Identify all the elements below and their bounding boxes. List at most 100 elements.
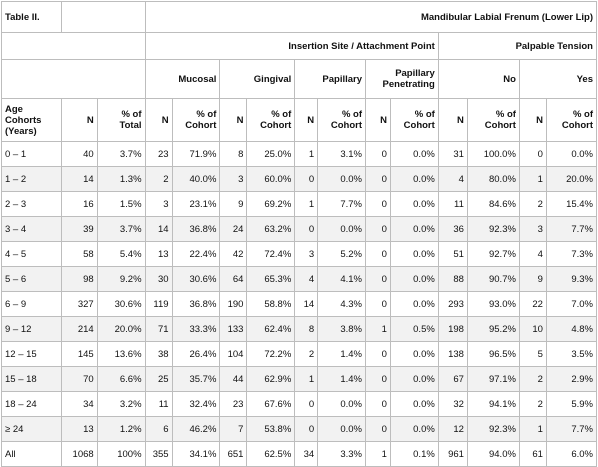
cell-yes-n: 1 [518,416,547,442]
cell-yes-p: 7.0% [545,291,598,317]
cell-yes-n: 1 [518,166,547,192]
cell-age-cohort: 18 – 24 [0,391,63,417]
cell-yes-p: 9.3% [545,266,598,292]
header-row-1: Table II. Mandibular Labial Frenum (Lowe… [0,1,598,33]
cell-gin-p: 25.0% [246,141,296,167]
table-row: 6 – 9 327 30.6% 119 36.8% 190 58.8% 14 4.3% 0 0.0%… [0,291,598,317]
cell-pap-n: 4 [294,266,319,292]
header-row-2: Insertion Site / Attachment Point Palpab… [1,32,598,60]
cell-no-n: 36 [437,216,468,242]
cell-no-n: 51 [437,241,468,267]
cell-gin-n: 3 [219,166,248,192]
cell-muc-n: 13 [144,241,173,267]
cell-no-n: 12 [437,416,468,442]
cell-yes-n: 3 [518,216,547,242]
cell-gin-n: 133 [219,316,248,342]
cell-age-cohort: 6 – 9 [0,291,63,317]
cell-pp-p: 0.0% [389,341,439,367]
category-no: No [437,59,520,99]
table-row: 4 – 5 58 5.4% 13 22.4% 42 72.4% 3 5.2% 0 0.0% 51 92.… [0,241,598,267]
cell-no-p: 84.6% [466,191,520,217]
cell-muc-n: 25 [144,366,173,392]
cell-pp-p: 0.0% [389,141,439,167]
cell-pp-n: 0 [365,416,391,442]
cell-n: 13 [61,416,98,442]
cell-n: 70 [61,366,98,392]
cell-age-cohort: 0 – 1 [0,141,63,167]
table-row: 15 – 18 70 6.6% 25 35.7% 44 62.9% 1 1.4% 0 0.0% 67 9… [0,366,598,392]
cell-muc-n: 11 [144,391,173,417]
cell-yes-p: 15.4% [545,191,598,217]
cell-age-cohort: 12 – 15 [0,341,63,367]
cell-yes-p: 3.5% [545,341,598,367]
cell-no-p: 92.7% [466,241,520,267]
cell-yes-n: 9 [518,266,547,292]
table-title: Table II. [0,1,63,33]
col-header-age: Age Cohorts (Years) [0,98,63,142]
cell-age-cohort: 9 – 12 [0,316,63,342]
cell-pct-total: 3.7% [96,141,146,167]
cell-yes-n: 2 [518,191,547,217]
col-header-pct-total: % of Total [96,98,146,142]
cell-pp-p: 0.0% [389,291,439,317]
cell-pp-n: 0 [365,191,391,217]
cell-age-cohort: ≥ 24 [0,416,63,442]
cell-no-p: 97.1% [466,366,520,392]
category-yes: Yes [518,59,598,99]
cell-yes-n: 0 [518,141,547,167]
cell-pap-p: 0.0% [317,216,366,242]
cell-yes-n: 2 [518,391,547,417]
cell-no-p: 92.3% [466,216,520,242]
cell-pap-n: 0 [294,166,319,192]
cell-pap-n: 0 [294,391,319,417]
cell-n: 14 [61,166,98,192]
cell-age-cohort: 5 – 6 [0,266,63,292]
cell-gin-p: 72.4% [246,241,296,267]
cell-gin-n: 64 [219,266,248,292]
cell-no-p: 94.1% [466,391,520,417]
cell-pap-p: 4.3% [317,291,366,317]
cell-no-p: 92.3% [466,416,520,442]
cell-no-n: 11 [437,191,468,217]
table-row: 9 – 12 214 20.0% 71 33.3% 133 62.4% 8 3.8% 1 0.5% 1… [0,316,598,342]
cell-gin-n: 7 [219,416,248,442]
cell-pp-n: 0 [365,341,391,367]
cell-muc-n: 3 [144,191,173,217]
cell-pap-p: 1.4% [317,341,366,367]
cell-age-cohort: 1 – 2 [0,166,63,192]
cell-no-p: 95.2% [466,316,520,342]
cell-muc-n: 6 [144,416,173,442]
col-header-n: N [61,98,98,142]
cell-pct-total: 5.4% [96,241,146,267]
table-row: ≥ 24 13 1.2% 6 46.2% 7 53.8% 0 0.0% 0 0.0% 12 92.3% 1… [0,416,598,442]
cell-age-cohort: 3 – 4 [0,216,63,242]
cell-no-n: 32 [437,391,468,417]
cell-muc-n: 14 [144,216,173,242]
cell-pp-n: 0 [365,366,391,392]
cell-muc-p: 36.8% [171,291,221,317]
col-header-n: N [365,98,391,142]
cell-pct-total: 30.6% [96,291,146,317]
cell-gin-n: 23 [219,391,248,417]
cell-pp-p: 0.0% [389,191,439,217]
col-header-n: N [144,98,173,142]
cell-yes-p: 5.9% [545,391,598,417]
cell-gin-n: 9 [219,191,248,217]
cell-pct-total: 3.2% [96,391,146,417]
cell-muc-n: 71 [144,316,173,342]
cell-pap-p: 0.0% [317,391,366,417]
cell-pp-n: 0 [365,166,391,192]
cell-yes-n: 10 [518,316,547,342]
cell-muc-n: 2 [144,166,173,192]
cell-pap-p: 0.0% [317,416,366,442]
cell-no-n: 138 [437,341,468,367]
category-gingival: Gingival [219,59,296,99]
table-row: 1 – 2 14 1.3% 2 40.0% 3 60.0% 0 0.0% 0 0.0% 4 80.0% 1… [0,166,598,192]
group-header-main: Mandibular Labial Frenum (Lower Lip) [144,1,598,33]
cell-no-p: 90.7% [466,266,520,292]
cell-pct-total: 6.6% [96,366,146,392]
cell-gin-p: 62.9% [246,366,296,392]
col-header-n: N [437,98,468,142]
cell-yes-n: 22 [518,291,547,317]
cell-muc-p: 23.1% [171,191,221,217]
